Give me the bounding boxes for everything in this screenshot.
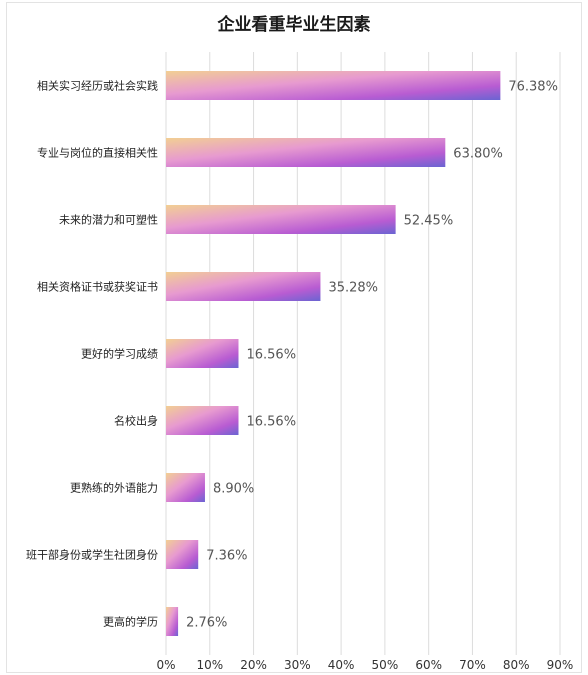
chart-frame — [6, 2, 582, 673]
value-label: 52.45% — [404, 214, 454, 229]
bar — [166, 138, 446, 167]
x-tick-label: 80% — [503, 658, 530, 672]
bar — [166, 71, 501, 100]
value-label: 63.80% — [453, 147, 503, 162]
x-tick-label: 50% — [372, 658, 399, 672]
bar — [166, 339, 239, 368]
bar — [166, 607, 179, 636]
bar — [166, 473, 205, 502]
value-labels: 76.38% 63.80% 52.45% 35.28% 16.56% 16.56% 8.90… — [186, 80, 558, 631]
category-label: 未来的潜力和可塑性 — [59, 213, 158, 227]
chart-title: 企业看重毕业生因素 — [217, 15, 371, 35]
category-label: 相关实习经历或社会实践 — [37, 79, 158, 93]
value-label: 7.36% — [206, 549, 247, 564]
category-label: 更熟练的外语能力 — [70, 481, 158, 495]
value-label: 2.76% — [186, 616, 227, 631]
value-label: 16.56% — [246, 415, 296, 430]
category-label: 名校出身 — [114, 414, 158, 428]
x-tick-label: 60% — [415, 658, 442, 672]
x-tick-label: 10% — [196, 658, 223, 672]
bar — [166, 406, 239, 435]
value-label: 16.56% — [246, 348, 296, 363]
bar — [166, 540, 199, 569]
value-label: 35.28% — [328, 281, 378, 296]
x-tick-label: 70% — [459, 658, 486, 672]
bar — [166, 205, 396, 234]
x-tick-label: 30% — [284, 658, 311, 672]
x-tick-label: 90% — [547, 658, 574, 672]
x-axis-ticks: 0% 10% 20% 30% 40% 50% 60% 70% 80% 90% — [156, 658, 573, 672]
category-label: 相关资格证书或获奖证书 — [37, 280, 158, 294]
category-label: 更好的学习成绩 — [81, 347, 158, 361]
category-labels: 相关实习经历或社会实践专业与岗位的直接相关性未来的潜力和可塑性相关资格证书或获奖… — [26, 79, 158, 629]
category-label: 更高的学历 — [103, 615, 158, 629]
x-tick-label: 20% — [240, 658, 267, 672]
bars — [166, 71, 501, 636]
bar — [166, 272, 321, 301]
value-label: 76.38% — [508, 80, 558, 95]
x-tick-label: 0% — [156, 658, 175, 672]
category-label: 班干部身份或学生社团身份 — [26, 548, 158, 562]
category-label: 专业与岗位的直接相关性 — [37, 146, 158, 160]
x-tick-label: 40% — [328, 658, 355, 672]
value-label: 8.90% — [213, 482, 254, 497]
